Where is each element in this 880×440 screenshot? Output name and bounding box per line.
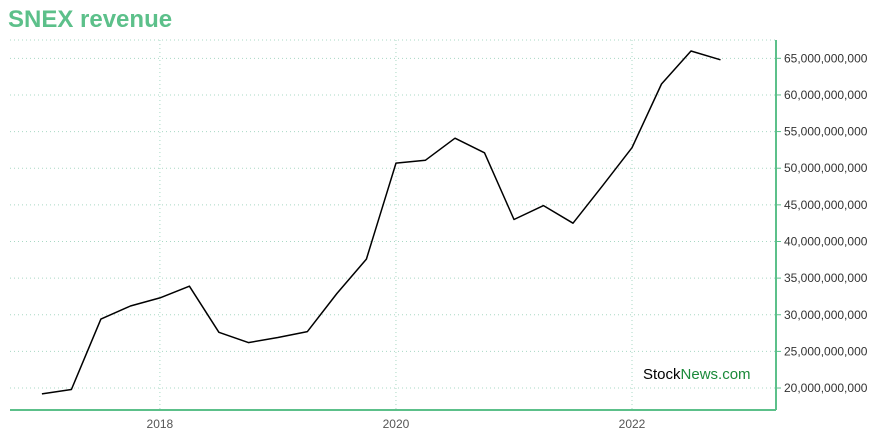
watermark-news: News.com (681, 366, 751, 383)
y-tick-label: 45,000,000,000 (784, 198, 868, 212)
y-tick-label: 50,000,000,000 (784, 161, 868, 175)
axes-group (10, 40, 777, 411)
watermark-stock: Stock (643, 366, 681, 383)
y-tick-label: 35,000,000,000 (784, 271, 868, 285)
x-tick-labels: 2018 2020 2022 (147, 417, 646, 431)
y-tick-label: 40,000,000,000 (784, 234, 868, 248)
y-tick-label: 55,000,000,000 (784, 125, 868, 139)
chart-title: SNEX revenue (8, 6, 173, 33)
series-group (41, 50, 721, 395)
y-tick-labels: 20,000,000,000 25,000,000,000 30,000,000,0… (776, 51, 868, 395)
y-tick-label: 25,000,000,000 (784, 344, 868, 358)
watermark: StockNews.com (643, 366, 751, 383)
y-tick-label: 65,000,000,000 (784, 51, 868, 65)
x-tick-label: 2020 (383, 417, 410, 431)
series-line (41, 50, 721, 395)
grid-lines (10, 39, 776, 410)
y-tick-label: 60,000,000,000 (784, 88, 868, 102)
x-tick-label: 2022 (619, 417, 646, 431)
x-tick-label: 2018 (147, 417, 174, 431)
y-tick-label: 30,000,000,000 (784, 308, 868, 322)
y-tick-label: 20,000,000,000 (784, 381, 868, 395)
